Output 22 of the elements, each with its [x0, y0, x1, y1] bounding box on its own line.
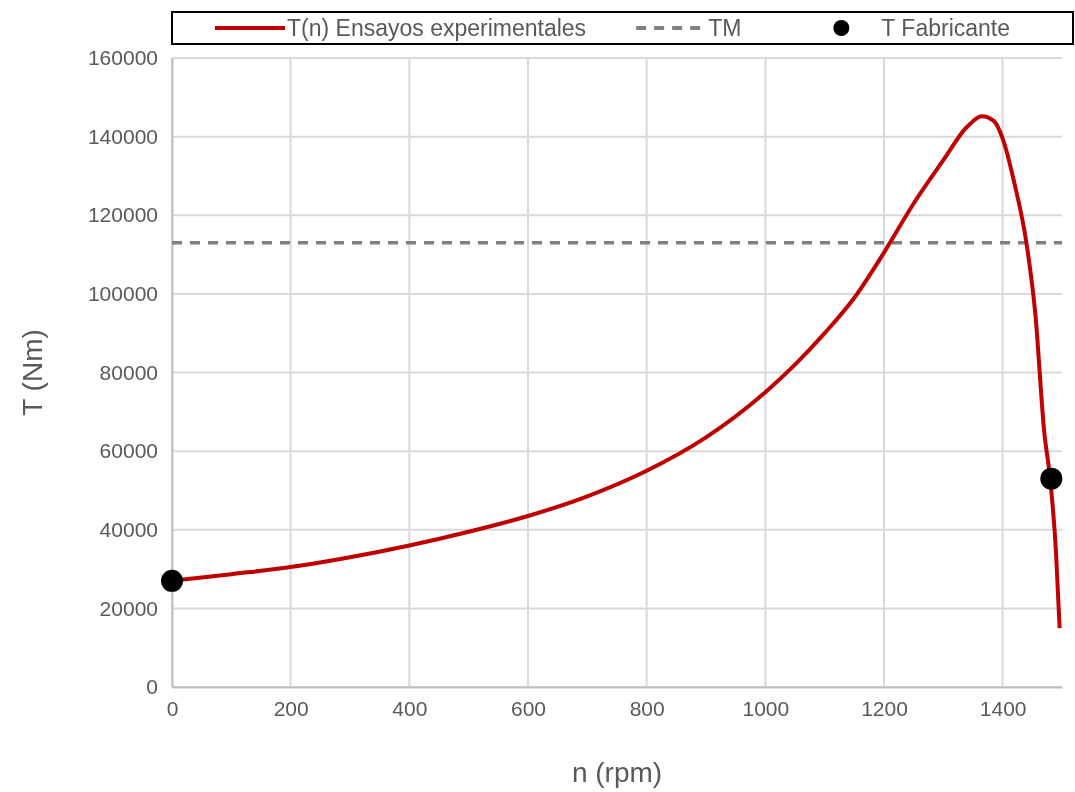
x-tick-label: 400 — [392, 696, 428, 720]
y-tick-label: 120000 — [87, 203, 158, 227]
x-tick-label: 1400 — [979, 696, 1027, 720]
y-tick-label: 60000 — [99, 439, 158, 463]
x-tick-label: 1000 — [742, 696, 790, 720]
y-tick-label: 100000 — [87, 282, 158, 306]
y-tick-label: 80000 — [99, 360, 158, 384]
x-axis-title: n (rpm) — [571, 757, 663, 788]
legend-label: T(n) Ensayos experimentales — [287, 15, 587, 41]
legend-label: T Fabricante — [881, 15, 1011, 41]
y-tick-label: 40000 — [99, 517, 158, 541]
x-tick-label: 600 — [510, 696, 547, 720]
x-tick-label: 1200 — [861, 696, 908, 720]
y-tick-label: 0 — [146, 675, 158, 699]
legend-label: TM — [708, 15, 742, 41]
x-tick-label: 0 — [166, 696, 179, 720]
x-tick-label: 800 — [629, 696, 665, 720]
y-axis-title: T (Nm) — [17, 329, 48, 416]
y-tick-label: 20000 — [99, 596, 158, 620]
x-tick-label: 200 — [273, 696, 309, 720]
y-tick-label: 140000 — [87, 124, 158, 148]
y-tick-label: 160000 — [87, 46, 158, 70]
